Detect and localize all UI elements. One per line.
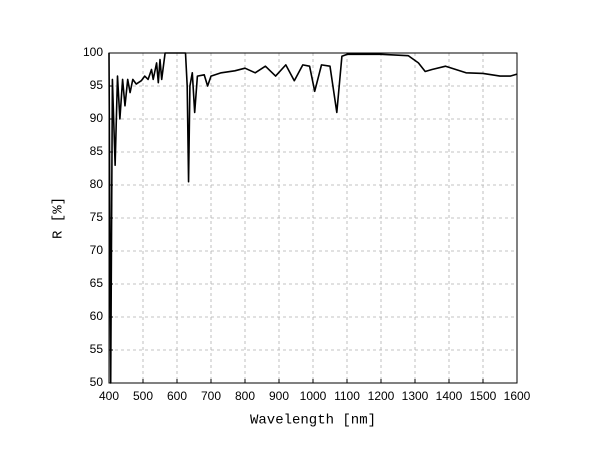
x-tick-label: 600 (167, 389, 187, 403)
x-tick-label: 1000 (300, 389, 327, 403)
y-tick-label: 85 (90, 144, 104, 158)
x-tick-label: 1500 (470, 389, 497, 403)
x-tick-label: 1400 (436, 389, 463, 403)
y-tick-label: 70 (90, 243, 104, 257)
x-tick-label: 800 (235, 389, 255, 403)
x-tick-label: 700 (201, 389, 221, 403)
x-tick-label: 400 (99, 389, 119, 403)
y-axis-title: R [%] (51, 197, 67, 239)
y-tick-label: 95 (90, 78, 104, 92)
x-tick-label: 1300 (402, 389, 429, 403)
x-axis-title: Wavelength [nm] (250, 413, 376, 429)
y-tick-label: 65 (90, 276, 104, 290)
y-tick-label: 90 (90, 111, 104, 125)
y-tick-label: 60 (90, 309, 104, 323)
x-tick-label: 1600 (504, 389, 531, 403)
x-tick-label: 500 (133, 389, 153, 403)
x-tick-label: 1100 (334, 389, 360, 403)
data-line (108, 52, 518, 384)
y-tick-label: 50 (90, 375, 104, 389)
plot-frame (108, 52, 518, 384)
y-tick-label: 100 (83, 45, 103, 59)
y-tick-label: 55 (90, 342, 104, 356)
x-tick-label: 1200 (368, 389, 395, 403)
x-tick-label: 900 (269, 389, 289, 403)
y-tick-label: 75 (90, 210, 104, 224)
y-tick-label: 80 (90, 177, 104, 191)
